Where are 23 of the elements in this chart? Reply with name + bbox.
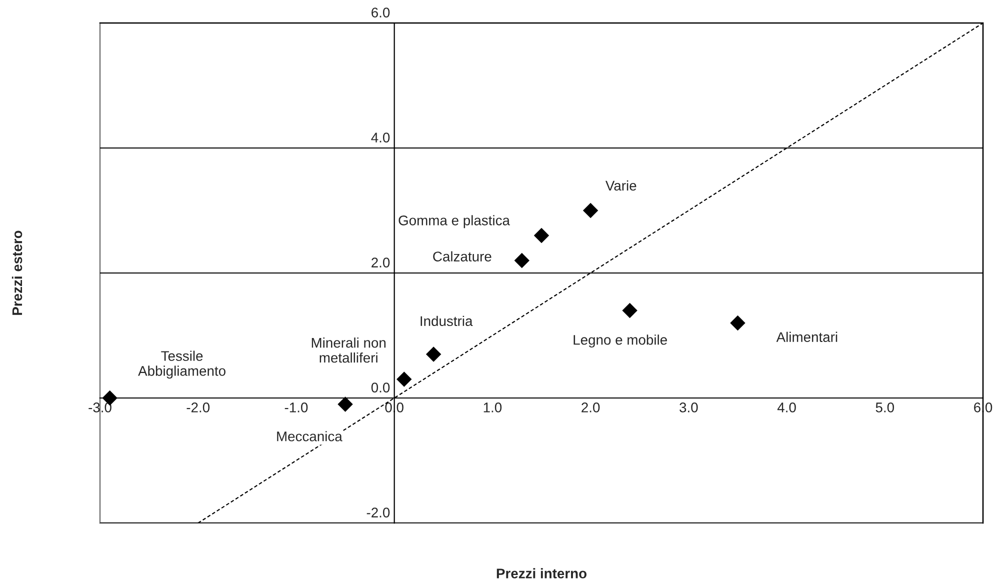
annotation: Varie <box>605 180 636 191</box>
annotation: Tessile Abbigliamento <box>138 350 226 379</box>
x-tick-label: -1.0 <box>284 402 308 412</box>
annotation: Alimentari <box>776 332 838 342</box>
y-tick-label: 2.0 <box>372 258 390 268</box>
annotation: Gomma e plastica <box>398 215 510 228</box>
y-axis-title: Prezzi estero <box>12 230 22 315</box>
x-tick-label: -2.0 <box>186 402 210 412</box>
annotation: Legno e mobile <box>574 334 667 348</box>
y-tick-label: 6.0 <box>372 8 390 18</box>
x-axis-title: Prezzi interno <box>496 568 586 578</box>
annotation: Minerali non metalliferi <box>312 338 386 363</box>
x-tick-label: 3.0 <box>680 402 698 412</box>
x-tick-label: 5.0 <box>876 402 894 412</box>
annotation: Calzature <box>433 251 492 262</box>
y-tick-label: 0.0 <box>371 382 390 392</box>
y-tick-label: 4.0 <box>371 132 390 142</box>
x-tick-label: 4.0 <box>777 402 796 412</box>
x-tick-label: 2.0 <box>582 402 600 412</box>
y-tick-label: -2.0 <box>366 508 390 518</box>
annotation: Industria <box>420 316 473 326</box>
annotation: Meccanica <box>277 431 342 442</box>
x-tick-label: 1.0 <box>484 402 502 412</box>
